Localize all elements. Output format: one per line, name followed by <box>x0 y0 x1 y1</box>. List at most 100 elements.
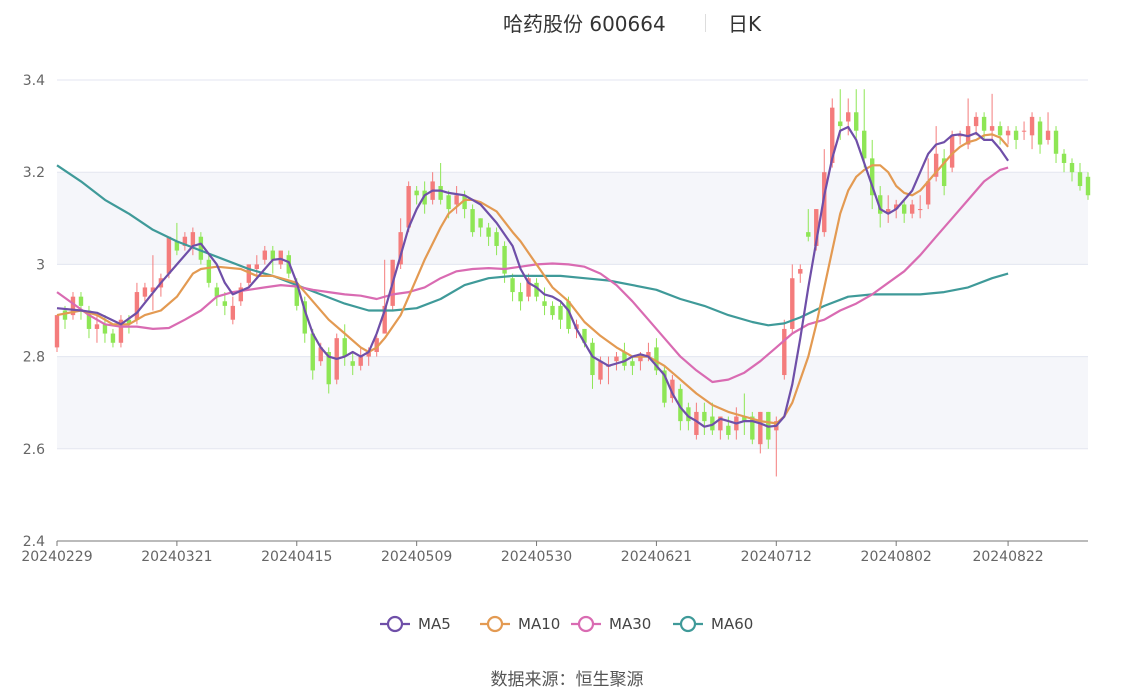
candle-body <box>702 411 707 422</box>
legend-item-ma60[interactable]: MA60 <box>673 615 753 633</box>
candle-body <box>566 301 571 329</box>
x-tick-label: 20240530 <box>501 549 572 565</box>
candle-body <box>222 301 228 306</box>
candle <box>150 255 156 311</box>
candle <box>54 315 60 352</box>
candle-body <box>102 324 108 334</box>
candle-body <box>614 356 619 362</box>
candle-body <box>598 361 603 380</box>
candle-body <box>534 282 539 297</box>
candle-body <box>502 245 507 274</box>
legend-marker <box>386 615 404 633</box>
legend-item-ma30[interactable]: MA30 <box>571 615 651 633</box>
candle <box>750 411 755 445</box>
candle-body <box>981 116 987 131</box>
candle-body <box>686 407 691 422</box>
candle-body <box>94 324 100 329</box>
candle-body <box>398 232 403 265</box>
candle-body <box>182 236 188 246</box>
candle-body <box>814 209 819 246</box>
candle <box>238 282 244 306</box>
candle-body <box>350 361 355 366</box>
legend-item-ma10[interactable]: MA10 <box>480 615 560 633</box>
candle-body <box>750 416 755 440</box>
candle <box>798 264 803 283</box>
candle <box>182 232 188 251</box>
candle-body <box>1061 153 1067 163</box>
candle-body <box>1085 176 1091 196</box>
legend-label: MA30 <box>609 615 651 633</box>
legend-item-ma5[interactable]: MA5 <box>380 615 451 633</box>
candle-body <box>917 209 923 211</box>
x-tick-label: 20240621 <box>621 549 692 565</box>
candle <box>1045 112 1051 145</box>
candle <box>118 315 124 348</box>
y-axis: 2.4 2.6 2.8 3 3.2 3.4 <box>23 73 45 550</box>
y-tick-label: 3.2 <box>23 165 45 181</box>
candle-body <box>806 232 811 237</box>
candle <box>262 245 267 265</box>
candle <box>454 186 459 214</box>
candle <box>782 319 787 380</box>
candle-body <box>1037 121 1043 145</box>
candle <box>222 292 228 316</box>
candle-body <box>854 112 859 131</box>
candle-body <box>941 158 947 187</box>
ma60-line <box>56 164 1009 327</box>
candle <box>518 282 523 311</box>
candle <box>997 121 1003 145</box>
candle <box>670 375 675 403</box>
x-axis: 20240229 20240321 20240415 20240509 20240530… <box>21 540 1088 565</box>
candle <box>254 255 260 279</box>
candle-body <box>846 112 851 122</box>
candle <box>1053 126 1059 163</box>
x-tick-label: 20240712 <box>741 549 812 565</box>
candle <box>806 209 811 242</box>
x-tick-label: 20240229 <box>21 549 92 565</box>
grid-lines <box>57 79 1088 450</box>
candle-body <box>870 158 875 196</box>
candle <box>510 273 515 302</box>
candle-body <box>558 305 563 320</box>
candle <box>1085 172 1091 200</box>
candle-body <box>933 153 939 177</box>
candle <box>342 324 347 366</box>
y-tick-label: 2.4 <box>23 534 45 550</box>
candle-body <box>358 356 363 366</box>
candle-body <box>670 379 675 399</box>
candle <box>901 199 907 223</box>
candle-body <box>478 218 483 228</box>
candle <box>1069 158 1075 182</box>
candle-body <box>901 204 907 214</box>
candle-body <box>790 278 795 329</box>
ma5-line <box>56 125 1010 428</box>
candle-body <box>454 195 459 205</box>
candle <box>1029 112 1035 150</box>
candle-body <box>590 342 595 376</box>
candle-body <box>1029 116 1035 136</box>
candle <box>142 282 148 302</box>
candle-body <box>174 241 180 251</box>
candle <box>862 89 867 168</box>
candle-body <box>638 356 643 362</box>
candle-body <box>1069 162 1075 173</box>
candle-body <box>278 250 283 265</box>
legend-marker <box>486 615 504 633</box>
candle-body <box>518 292 523 302</box>
background-band <box>57 80 1088 173</box>
candle <box>1013 126 1019 150</box>
candle-body <box>1045 130 1051 140</box>
candle-body <box>150 287 156 293</box>
candle <box>310 328 315 380</box>
candle <box>1061 149 1067 173</box>
candle-body <box>726 425 731 435</box>
candle <box>742 393 747 435</box>
x-tick-label: 20240321 <box>141 549 212 565</box>
candle-body <box>949 135 955 168</box>
candle-body <box>446 195 451 210</box>
legend[interactable]: MA5 MA10 MA30 MA60 <box>380 615 753 633</box>
candle-body <box>206 259 212 283</box>
candle-body <box>582 328 587 343</box>
candle <box>198 232 204 265</box>
candle <box>214 282 220 306</box>
